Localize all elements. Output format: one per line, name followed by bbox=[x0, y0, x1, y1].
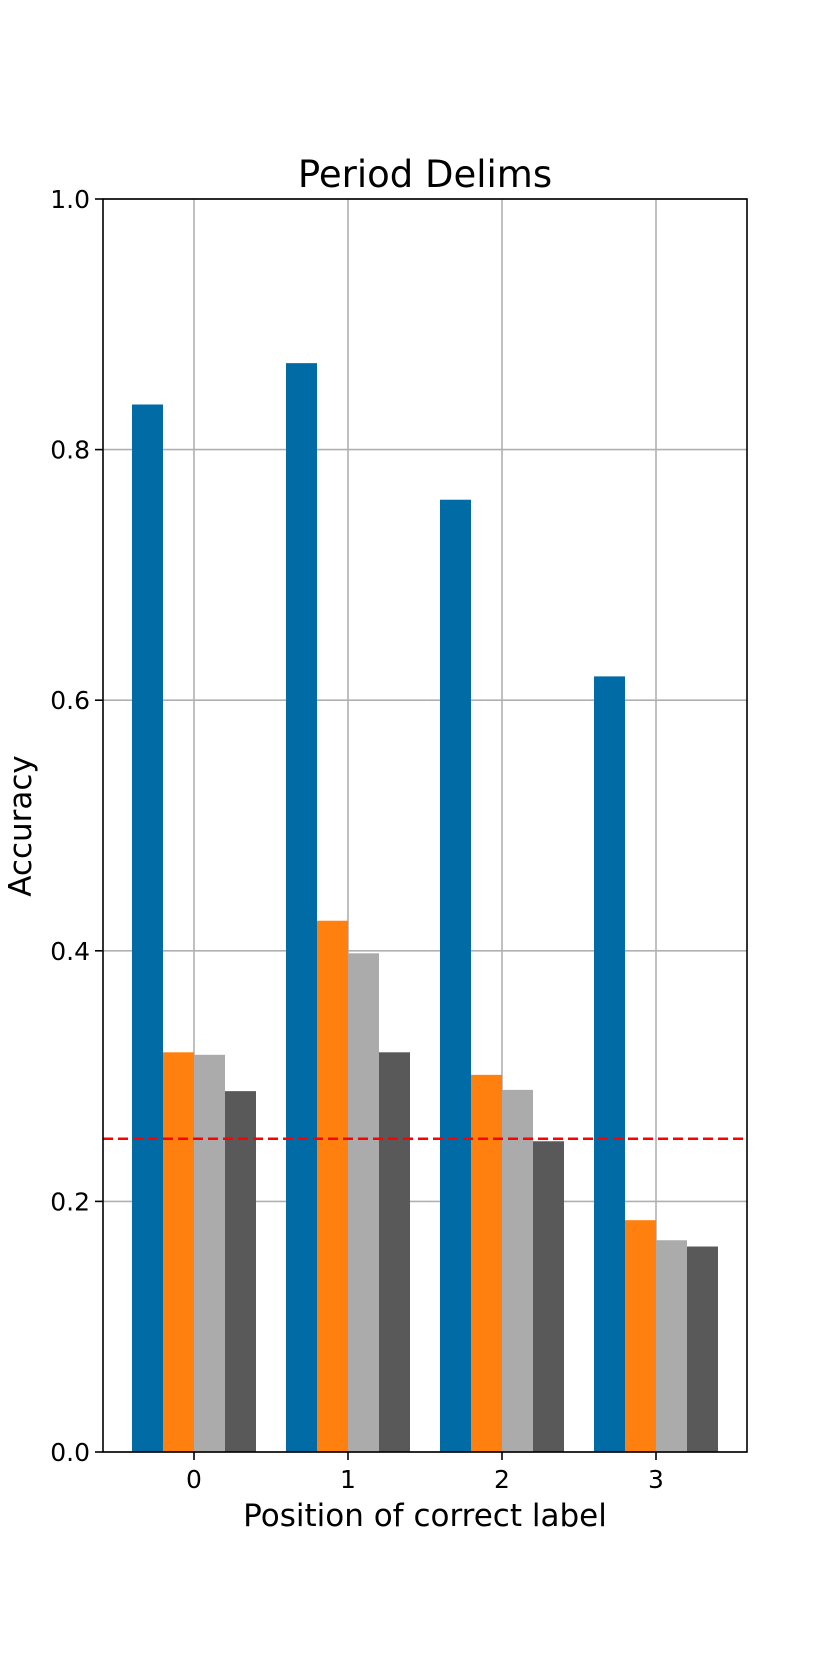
bar bbox=[286, 363, 317, 1452]
bar bbox=[163, 1052, 194, 1452]
bar bbox=[533, 1141, 564, 1452]
x-tick-label: 0 bbox=[186, 1465, 202, 1494]
x-axis-title: Position of correct label bbox=[243, 1498, 607, 1534]
bar bbox=[348, 953, 379, 1452]
y-tick-label: 0.0 bbox=[50, 1438, 90, 1467]
bar bbox=[132, 404, 163, 1453]
x-tick-label: 2 bbox=[494, 1465, 510, 1494]
bar bbox=[502, 1089, 533, 1452]
plot-frame bbox=[102, 198, 748, 1453]
x-axis-ticks: 0 1 2 3 bbox=[186, 1452, 664, 1494]
x-tick-label: 3 bbox=[648, 1465, 664, 1494]
y-axis-title: Accuracy bbox=[3, 755, 39, 897]
bar bbox=[440, 499, 471, 1453]
bar bbox=[625, 1220, 656, 1452]
bar bbox=[687, 1246, 718, 1452]
bars bbox=[132, 363, 718, 1453]
y-tick-label: 0.6 bbox=[50, 686, 90, 715]
x-tick-label: 1 bbox=[340, 1465, 356, 1494]
chart-title: Period Delims bbox=[298, 153, 552, 196]
y-axis-ticks: 0.0 0.2 0.4 0.6 0.8 1.0 bbox=[50, 185, 103, 1467]
bar bbox=[194, 1054, 225, 1452]
bar bbox=[471, 1074, 502, 1452]
y-tick-label: 1.0 bbox=[50, 185, 90, 214]
bar bbox=[656, 1240, 687, 1452]
bar bbox=[594, 676, 625, 1452]
y-tick-label: 0.4 bbox=[50, 937, 90, 966]
y-tick-label: 0.2 bbox=[50, 1187, 90, 1216]
plot-border bbox=[102, 198, 748, 1453]
bar bbox=[317, 920, 348, 1452]
bar bbox=[379, 1052, 410, 1452]
bar bbox=[225, 1091, 256, 1452]
y-tick-label: 0.8 bbox=[50, 436, 90, 465]
